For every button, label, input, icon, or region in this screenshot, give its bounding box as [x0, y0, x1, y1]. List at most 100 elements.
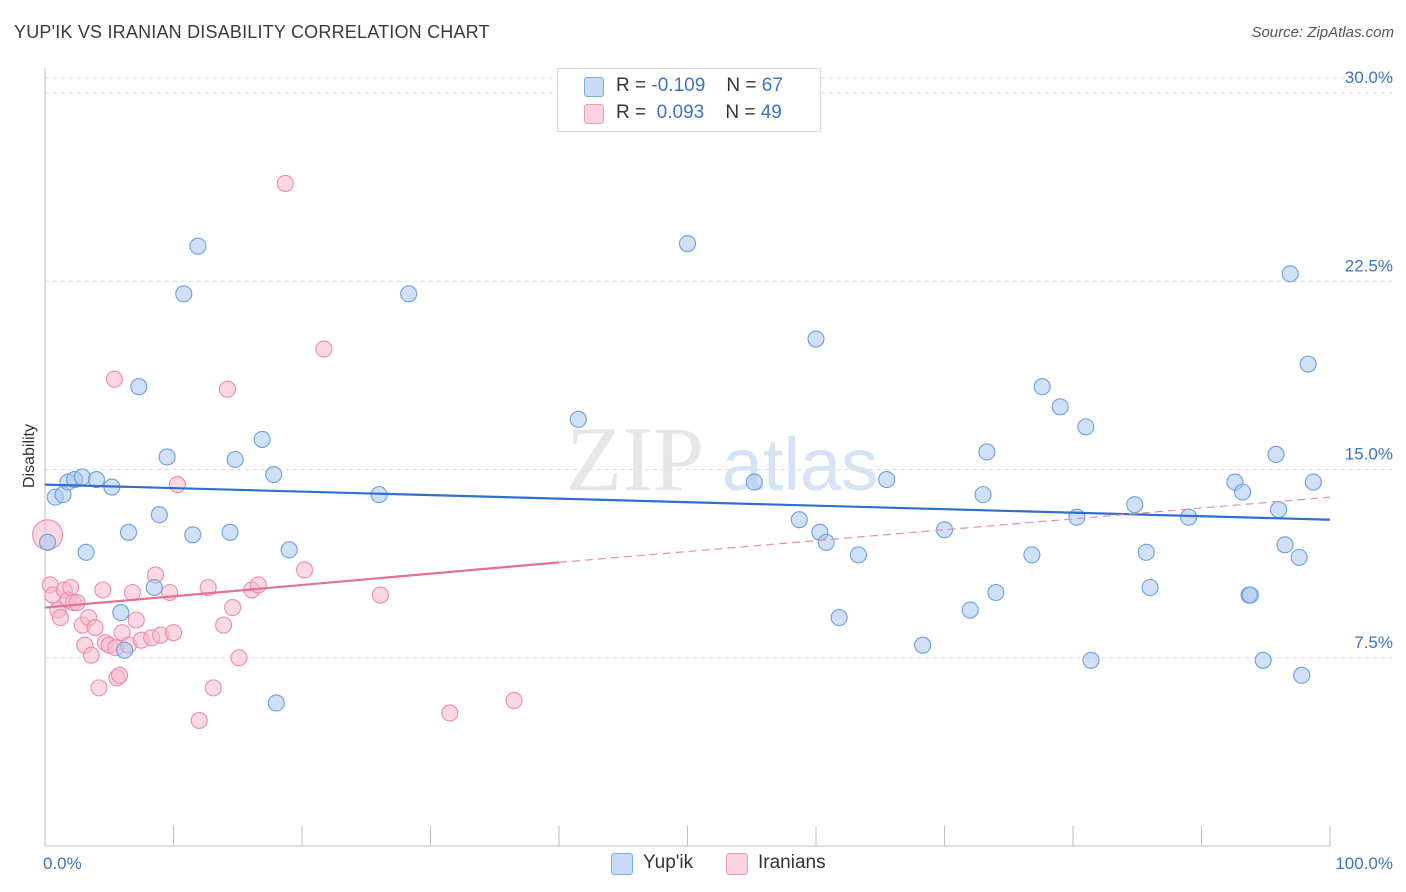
point-yupik — [961, 601, 979, 619]
point-yupik — [119, 523, 138, 541]
point-yupik — [1299, 355, 1317, 373]
trend-line-iranians-solid — [44, 561, 560, 609]
legend-n-value: 49 — [760, 102, 782, 123]
point-yupik — [1267, 445, 1285, 464]
point-yupik — [935, 521, 954, 539]
point-yupik — [1293, 666, 1311, 684]
point-yupik — [400, 285, 418, 303]
point-iranian — [296, 561, 314, 579]
point-iranian — [230, 649, 248, 667]
axes — [44, 68, 1331, 847]
point-yupik — [745, 473, 763, 491]
point-yupik — [1023, 546, 1041, 564]
point-yupik — [158, 448, 176, 466]
point-yupik — [112, 604, 130, 622]
watermark-atlas: atlas — [722, 423, 878, 506]
y-tick-label: 30.0% — [1345, 68, 1393, 87]
point-iranian — [218, 380, 237, 398]
point-iranian — [215, 616, 233, 634]
point-yupik — [253, 430, 271, 448]
point-yupik — [978, 443, 996, 461]
point-yupik — [145, 578, 163, 597]
legend-r-label: R = — [616, 102, 647, 123]
point-yupik — [1077, 418, 1095, 436]
grid-lines — [45, 77, 1392, 659]
point-yupik — [1281, 265, 1299, 283]
point-iranian — [164, 624, 183, 642]
source-credit: Source: ZipAtlas.com — [1251, 24, 1394, 41]
point-yupik — [221, 523, 239, 541]
point-yupik — [790, 511, 808, 529]
y-tick-label: 15.0% — [1345, 445, 1393, 464]
y-tick-label: 22.5% — [1345, 256, 1393, 275]
y-axis-label: Disability — [21, 424, 38, 488]
point-yupik — [987, 583, 1005, 602]
point-iranian — [86, 619, 104, 637]
point-iranian — [51, 609, 69, 627]
point-iranian — [62, 578, 80, 597]
point-yupik — [817, 533, 835, 551]
bottom-legend-label-yupik: Yup'ik — [643, 852, 694, 873]
point-iranian — [199, 578, 217, 597]
point-yupik — [184, 526, 202, 544]
point-yupik — [1082, 651, 1100, 669]
tick-labels: 7.5% 15.0% 22.5% 30.0% 0.0% 100.0% — [43, 68, 1393, 873]
point-yupik — [914, 636, 932, 654]
point-yupik — [87, 471, 105, 489]
point-yupik — [830, 609, 848, 627]
point-yupik — [226, 450, 244, 469]
point-yupik — [150, 506, 168, 524]
y-tick-label: 7.5% — [1354, 633, 1393, 652]
point-yupik — [1270, 501, 1288, 519]
point-yupik — [878, 471, 896, 489]
point-yupik — [1290, 548, 1308, 566]
x-tick-label-min: 0.0% — [43, 854, 82, 873]
point-yupik — [73, 468, 91, 486]
point-iranian — [168, 476, 186, 494]
point-iranian — [94, 581, 112, 599]
point-yupik — [849, 546, 867, 564]
point-yupik — [569, 410, 587, 428]
legend-n-label: N = — [726, 75, 757, 96]
point-iranian — [127, 611, 145, 629]
point-iranian — [315, 340, 333, 358]
point-iranian — [276, 174, 294, 192]
point-yupik — [267, 694, 285, 712]
legend-n-value: 67 — [761, 75, 783, 96]
bottom-legend-swatch-yupik — [611, 853, 633, 875]
point-iranian — [441, 704, 459, 722]
point-iranian — [371, 586, 389, 604]
point-yupik — [280, 541, 298, 559]
point-iranian — [68, 593, 86, 612]
trend-line-yupik — [44, 483, 1331, 521]
point-yupik — [77, 543, 95, 561]
legend-swatch-iranians — [584, 104, 604, 124]
point-yupik — [1241, 586, 1259, 604]
point-iranian — [90, 679, 108, 697]
bottom-legend-swatch-iranians — [726, 853, 748, 875]
legend-n-label: N = — [725, 102, 756, 123]
point-iranian — [82, 646, 100, 664]
point-yupik — [1033, 378, 1051, 396]
point-yupik — [1180, 508, 1198, 526]
legend-swatch-yupik — [584, 77, 604, 97]
point-yupik — [39, 533, 57, 551]
point-yupik — [1234, 483, 1252, 501]
point-yupik — [1051, 398, 1069, 416]
point-yupik — [1276, 536, 1294, 554]
trend-line-iranians-dashed — [558, 496, 1331, 563]
point-iranian — [505, 691, 523, 709]
point-yupik — [807, 330, 825, 348]
legend-r-label: R = — [616, 75, 647, 96]
point-iranian — [204, 679, 222, 697]
point-iranian — [224, 599, 242, 617]
point-yupik — [1126, 496, 1144, 514]
point-yupik — [116, 641, 134, 659]
trend-lines — [44, 483, 1331, 609]
legend-r-value: -0.109 — [651, 75, 706, 96]
point-yupik — [1137, 543, 1155, 561]
point-yupik — [189, 237, 207, 255]
legend-r-value: 0.093 — [656, 102, 705, 123]
point-yupik — [130, 378, 148, 396]
